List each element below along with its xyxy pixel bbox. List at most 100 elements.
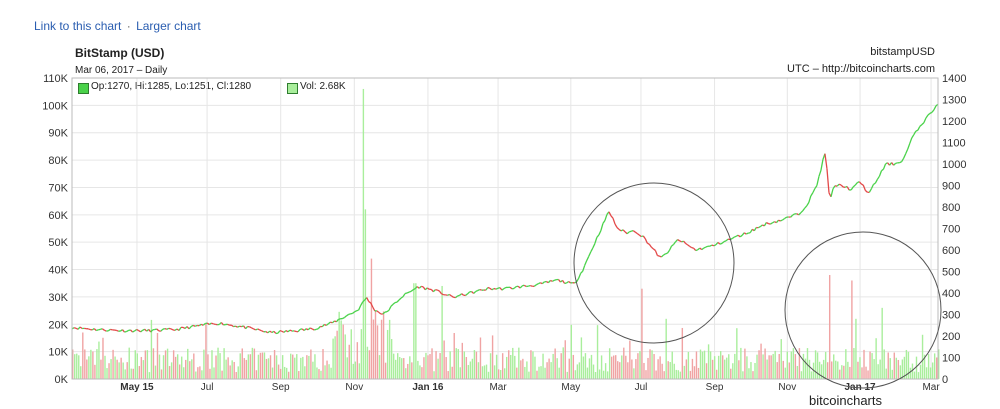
- volume-bar: [576, 364, 579, 379]
- volume-bar: [929, 367, 932, 379]
- volume-bar: [506, 356, 508, 379]
- volume-bar: [243, 358, 245, 379]
- volume-bar: [78, 355, 80, 379]
- price-segment: [608, 211, 612, 217]
- link-to-chart[interactable]: Link to this chart: [34, 19, 122, 33]
- price-segment: [338, 318, 341, 320]
- volume-bar: [895, 357, 898, 379]
- price-segment: [477, 288, 481, 292]
- price-segment: [441, 293, 444, 296]
- volume-bar: [302, 356, 304, 379]
- volume-bar: [891, 369, 893, 379]
- x-tick-label: May: [561, 382, 580, 393]
- price-segment: [324, 323, 327, 326]
- volume-bar: [828, 275, 831, 379]
- price-segment: [868, 188, 872, 193]
- volume-bar: [728, 354, 730, 379]
- price-segment: [91, 328, 95, 331]
- volume-bar: [451, 366, 453, 379]
- volume-bar: [661, 363, 663, 379]
- volume-bar: [269, 355, 272, 379]
- volume-bar: [685, 359, 688, 379]
- volume-bar: [88, 356, 90, 379]
- price-segment: [876, 175, 881, 180]
- price-segment: [360, 301, 364, 306]
- price-segment: [830, 188, 834, 197]
- price-segment: [110, 328, 113, 331]
- price-segment: [538, 282, 541, 285]
- volume-bar: [352, 363, 354, 379]
- price-segment: [309, 327, 313, 330]
- volume-bar: [530, 350, 532, 379]
- volume-bar: [461, 342, 463, 379]
- price-segment: [901, 157, 905, 162]
- larger-chart-link[interactable]: Larger chart: [136, 19, 201, 33]
- volume-bar: [748, 368, 750, 379]
- volume-bar: [176, 354, 179, 379]
- volume-bar: [822, 359, 825, 379]
- price-segment: [120, 329, 123, 332]
- volume-bar: [798, 348, 801, 379]
- volume-bar: [324, 365, 326, 379]
- price-segment: [162, 328, 166, 330]
- volume-bar: [265, 358, 268, 379]
- volume-bar: [746, 356, 748, 379]
- price-segment: [713, 244, 717, 247]
- right-tick-label: 900: [942, 181, 960, 193]
- volume-bar: [768, 355, 770, 379]
- price-segment: [404, 292, 408, 295]
- price-segment: [279, 330, 283, 332]
- price-segment: [641, 235, 644, 238]
- volume-bar: [802, 353, 805, 379]
- price-segment: [265, 331, 269, 334]
- price-segment: [818, 170, 822, 177]
- volume-bar: [732, 363, 734, 379]
- price-segment: [735, 234, 739, 237]
- volume-bar: [673, 363, 675, 379]
- volume-bar: [683, 365, 686, 379]
- volume-bar: [687, 351, 690, 379]
- volume-bar: [677, 370, 679, 379]
- volume-bar: [425, 352, 427, 379]
- volume-bar: [820, 364, 823, 379]
- volume-bar: [72, 349, 74, 379]
- volume-bar: [923, 354, 926, 379]
- price-segment: [602, 220, 606, 224]
- left-tick-label: 100K: [42, 100, 68, 112]
- volume-bar: [84, 349, 86, 379]
- volume-bar: [897, 359, 900, 379]
- volume-bar: [156, 332, 159, 379]
- volume-bar: [94, 364, 96, 379]
- volume-bar: [332, 338, 334, 379]
- price-segment: [134, 328, 137, 332]
- price-segment: [546, 280, 549, 284]
- price-segment: [699, 247, 703, 251]
- volume-bar: [839, 369, 841, 379]
- volume-bar: [427, 355, 429, 379]
- volume-bar: [122, 362, 124, 379]
- volume-bar: [205, 323, 207, 379]
- x-tick-label: Jan 16: [412, 382, 444, 393]
- price-segment: [166, 327, 170, 330]
- price-segment: [705, 245, 709, 248]
- price-segment: [101, 328, 105, 331]
- price-segment: [634, 231, 638, 235]
- price-segment: [424, 287, 428, 291]
- price-segment: [717, 241, 721, 245]
- price-segment: [665, 252, 668, 255]
- volume-bar: [734, 353, 736, 379]
- price-segment: [447, 293, 450, 296]
- volume-bar: [374, 311, 377, 379]
- x-tick-label: Nov: [778, 382, 796, 393]
- volume-bar: [144, 350, 147, 379]
- price-segment: [202, 323, 206, 326]
- price-segment: [862, 184, 866, 191]
- price-segment: [885, 162, 888, 165]
- price-segment: [449, 293, 452, 297]
- volume-bar: [790, 351, 793, 379]
- volume-bar: [112, 349, 114, 379]
- volume-bar: [138, 366, 141, 379]
- volume-bar: [354, 361, 357, 379]
- volume-bar: [782, 360, 784, 379]
- left-tick-label: 50K: [48, 237, 68, 249]
